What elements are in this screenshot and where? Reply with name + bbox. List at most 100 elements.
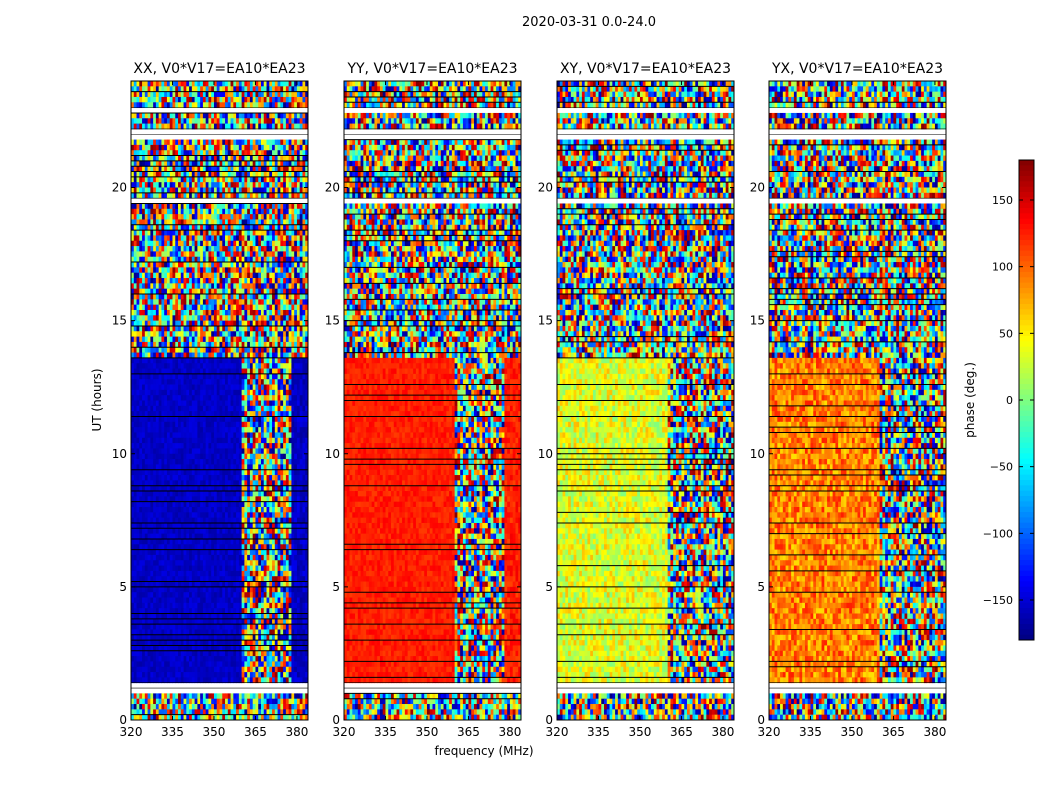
- heatmap-cell: [200, 177, 203, 183]
- heatmap-cell: [233, 193, 236, 199]
- heatmap-cell: [300, 140, 303, 146]
- heatmap-cell: [291, 102, 294, 108]
- heatmap-cell: [145, 102, 148, 108]
- heatmap-cell: [192, 193, 195, 199]
- heatmap-cell: [211, 177, 214, 183]
- heatmap-cell: [250, 145, 253, 151]
- heatmap-cell: [181, 102, 184, 108]
- heatmap-cell: [236, 145, 239, 151]
- heatmap-cell: [211, 124, 214, 130]
- heatmap-cell: [206, 113, 209, 119]
- heatmap-cell: [137, 193, 140, 199]
- heatmap-cell: [289, 102, 292, 108]
- heatmap-cell: [150, 92, 153, 98]
- heatmap-cell: [242, 102, 245, 108]
- heatmap-cell: [150, 102, 153, 108]
- heatmap-cell: [214, 118, 217, 124]
- heatmap-cell: [164, 177, 167, 183]
- heatmap-cell: [167, 81, 170, 87]
- heatmap-cell: [222, 92, 225, 98]
- heatmap-cell: [175, 81, 178, 87]
- heatmap-cell: [239, 97, 242, 103]
- heatmap-cell: [164, 145, 167, 151]
- heatmap-cell: [239, 177, 242, 183]
- heatmap-cell: [175, 118, 178, 124]
- heatmap-cell: [181, 124, 184, 130]
- heatmap-cell: [197, 177, 200, 183]
- heatmap-cell: [172, 182, 175, 188]
- heatmap-cell: [258, 193, 261, 199]
- heatmap-cell: [239, 113, 242, 119]
- heatmap-cell: [134, 92, 137, 98]
- heatmap-cell: [203, 193, 206, 199]
- heatmap-cell: [247, 118, 250, 124]
- heatmap-cell: [167, 203, 170, 209]
- heatmap-cell: [153, 81, 156, 87]
- heatmap-cell: [150, 203, 153, 209]
- heatmap-cell: [161, 118, 164, 124]
- heatmap-cell: [217, 140, 220, 146]
- heatmap-cell: [195, 81, 198, 87]
- heatmap-cell: [269, 97, 272, 103]
- heatmap-cell: [297, 113, 300, 119]
- heatmap-cell: [269, 113, 272, 119]
- heatmap-cell: [291, 113, 294, 119]
- heatmap-cell: [302, 113, 305, 119]
- heatmap-cell: [297, 92, 300, 98]
- heatmap-cell: [139, 203, 142, 209]
- heatmap-cell: [247, 140, 250, 146]
- heatmap-cell: [161, 182, 164, 188]
- heatmap-cell: [142, 124, 145, 130]
- heatmap-cell: [142, 145, 145, 151]
- heatmap-cell: [239, 102, 242, 108]
- heatmap-cell: [267, 102, 270, 108]
- heatmap-cell: [153, 182, 156, 188]
- heatmap-cell: [148, 124, 151, 130]
- heatmap-cell: [275, 145, 278, 151]
- heatmap-cell: [148, 182, 151, 188]
- heatmap-cell: [214, 145, 217, 151]
- heatmap-cell: [153, 102, 156, 108]
- heatmap-cell: [242, 145, 245, 151]
- heatmap-cell: [206, 177, 209, 183]
- heatmap-cell: [255, 118, 258, 124]
- heatmap-cell: [184, 97, 187, 103]
- heatmap-cell: [236, 81, 239, 87]
- heatmap-cell: [161, 92, 164, 98]
- heatmap-cell: [278, 97, 281, 103]
- heatmap-cell: [142, 182, 145, 188]
- heatmap-cell: [186, 102, 189, 108]
- heatmap-cell: [242, 118, 245, 124]
- heatmap-cell: [247, 193, 250, 199]
- heatmap-cell: [189, 140, 192, 146]
- heatmap-cell: [206, 118, 209, 124]
- heatmap-cell: [231, 124, 234, 130]
- heatmap-cell: [139, 124, 142, 130]
- heatmap-cell: [269, 140, 272, 146]
- heatmap-cell: [145, 92, 148, 98]
- heatmap-cell: [178, 81, 181, 87]
- heatmap-cell: [150, 182, 153, 188]
- heatmap-cell: [189, 113, 192, 119]
- heatmap-cell: [172, 140, 175, 146]
- heatmap-cell: [297, 140, 300, 146]
- heatmap-cell: [261, 102, 264, 108]
- heatmap-cell: [200, 145, 203, 151]
- heatmap-cell: [236, 124, 239, 130]
- heatmap-cell: [283, 140, 286, 146]
- heatmap-cell: [291, 81, 294, 87]
- heatmap-cell: [286, 193, 289, 199]
- heatmap-cell: [145, 124, 148, 130]
- heatmap-cell: [150, 140, 153, 146]
- heatmap-cell: [289, 118, 292, 124]
- heatmap-cell: [272, 177, 275, 183]
- heatmap-cell: [269, 193, 272, 199]
- heatmap-cell: [225, 177, 228, 183]
- heatmap-cell: [239, 140, 242, 146]
- heatmap-cell: [286, 97, 289, 103]
- heatmap-cell: [200, 81, 203, 87]
- heatmap-cell: [172, 118, 175, 124]
- heatmap-cell: [272, 182, 275, 188]
- heatmap-cell: [233, 97, 236, 103]
- heatmap-cell: [186, 118, 189, 124]
